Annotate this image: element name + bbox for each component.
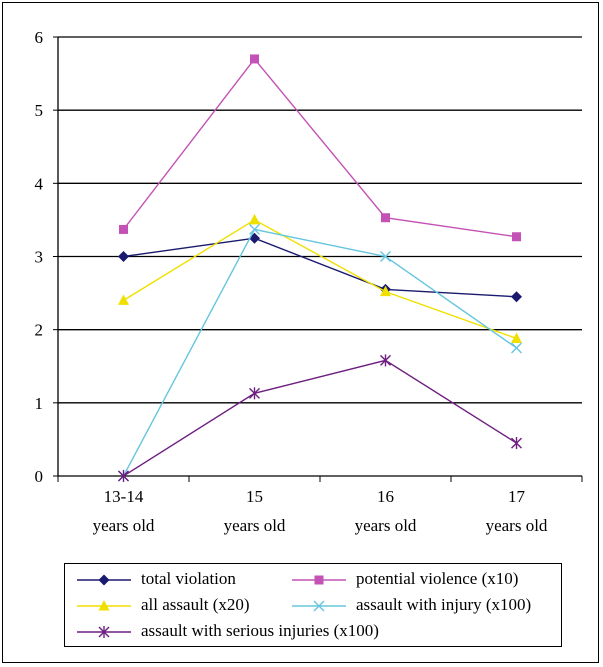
x-tick-label: 15 [246,487,263,506]
series-line [123,219,517,340]
legend-swatch [77,626,131,638]
legend-label: potential violence (x10) [356,569,519,588]
x-tick-label: 17 [508,487,526,506]
x-tick-label: 13-14 [104,487,144,506]
series-1 [118,232,522,303]
x-tick-label: years old [224,516,286,535]
data-point [249,232,260,244]
data-point [380,285,391,297]
gridlines [58,36,582,404]
y-tick-label: 2 [35,321,44,340]
legend-swatch [292,600,346,612]
x-tick-label: years old [486,516,548,535]
data-point [380,251,391,262]
data-point [511,291,522,303]
legend-item: potential violence (x10) [288,568,558,592]
legend-marker [313,600,325,612]
x-tick-label: years old [355,516,417,535]
legend-label: assault with serious injuries (x100) [141,621,379,640]
x-tick-label: 16 [377,487,394,506]
series-line [122,57,517,238]
legend-label: assault with injury (x100) [356,595,532,614]
legend-swatch [292,575,346,585]
data-point [381,213,390,223]
legend-item: assault with injury (x100) [288,594,558,618]
series-3 [118,213,522,343]
x-tick-label: years old [93,516,155,535]
series-line [122,228,517,477]
y-tick-label: 1 [35,394,44,413]
legend-label: total violation [141,569,236,588]
data-point [511,332,522,343]
data-point [118,294,129,305]
legend-marker [98,626,110,638]
data-point [118,470,129,482]
data-point [118,251,129,262]
axes: 0 1 2 3 4 5 6 13-14 years old 15 years old 16 years … [35,28,583,535]
legend-marker [98,600,110,611]
data-point [249,387,260,400]
legend-label: all assault (x20) [141,595,250,614]
data-point [250,54,259,64]
y-tick-label: 6 [35,28,44,47]
legend-swatch [77,600,131,611]
series-line [123,237,517,298]
y-tick-label: 0 [35,467,44,486]
data-point [511,437,522,450]
y-tick-label: 5 [35,101,44,120]
data-point [380,354,391,367]
data-point [249,223,260,235]
data-point [512,232,521,242]
series-4 [118,223,522,482]
series-layer [118,54,522,482]
data-point [511,342,522,354]
data-point [119,224,128,234]
legend-marker [98,574,110,586]
legend: total violation potential violence (x10) a… [64,563,562,647]
series-2 [119,54,521,242]
legend-item: all assault (x20) [73,594,343,618]
y-tick-label: 4 [35,174,44,193]
series-line [123,359,517,477]
y-tick-label: 3 [35,248,44,267]
legend-item: assault with serious injuries (x100) [73,620,379,644]
series-5 [118,354,522,482]
legend-item: total violation [73,568,343,592]
legend-marker [314,575,324,585]
legend-swatch [77,574,131,586]
data-point [249,213,260,225]
